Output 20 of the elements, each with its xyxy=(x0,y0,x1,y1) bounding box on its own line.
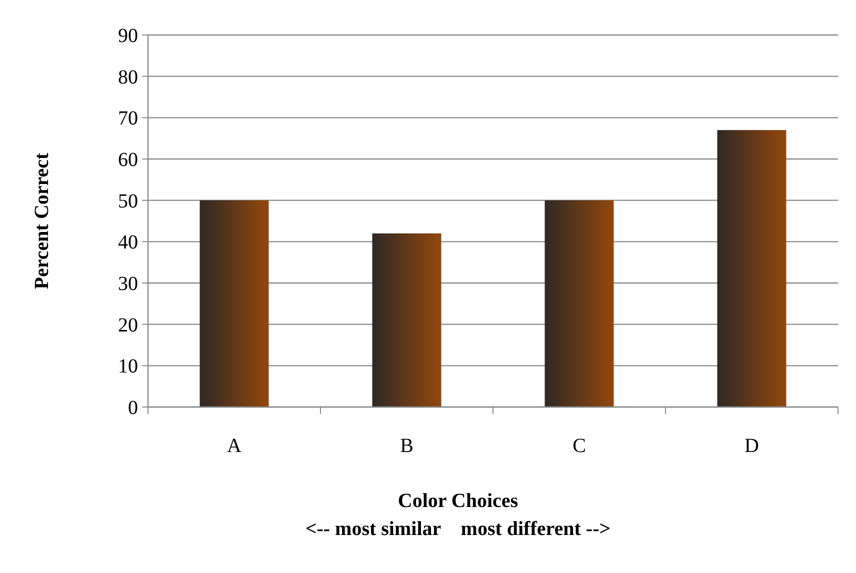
y-tick-label: 70 xyxy=(118,108,138,130)
x-tick-label: B xyxy=(400,435,414,457)
y-tick-label: 20 xyxy=(118,314,138,336)
y-tick-label: 80 xyxy=(118,66,138,88)
y-tick-label: 30 xyxy=(118,273,138,295)
y-tick-label: 60 xyxy=(118,149,138,171)
y-tick-label: 10 xyxy=(118,356,138,378)
bar xyxy=(372,233,442,407)
y-tick-label: 0 xyxy=(128,397,138,419)
x-tick-label: C xyxy=(572,435,586,457)
x-axis-title: Color Choices <-- most similar most different --> xyxy=(305,490,611,540)
x-tick-label: D xyxy=(744,435,759,457)
bar xyxy=(717,130,786,407)
x-tick-label: A xyxy=(227,435,242,457)
y-tick-label: 40 xyxy=(118,232,138,254)
bar xyxy=(544,200,614,407)
y-tick-label: 50 xyxy=(118,190,138,212)
bar xyxy=(200,200,269,407)
y-axis-title: Percent Correct xyxy=(31,152,53,290)
y-tick-label: 90 xyxy=(118,25,138,47)
